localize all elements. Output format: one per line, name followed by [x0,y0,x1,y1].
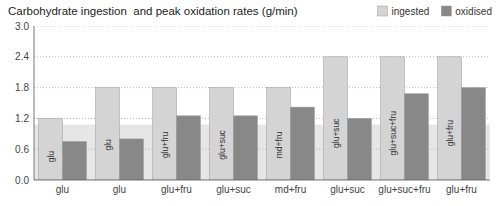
bar-labels: glu glu glu+fru glu+suc md+fru glu+suc glu+suc… [46,111,455,163]
x-axis-line [34,180,490,181]
y-tick-label: 2.4 [15,51,29,62]
legend-label: ingested [391,6,429,17]
x-tick-label: glu+suc+fru [378,184,430,195]
title: Carbohydrate ingestion and peak oxidatio… [8,5,298,17]
y-axis: 0.0 0.6 1.2 1.8 2.4 3.0 [15,21,29,186]
bar-label: glu+fru [445,120,455,146]
bar [120,139,144,180]
grid-line [34,26,490,27]
bar-label: glu [46,151,56,163]
chart: Carbohydrate ingestion and peak oxidatio… [0,0,500,206]
bar [267,88,291,180]
y-tick-label: 0.6 [15,144,29,155]
bar [96,88,120,180]
bar [234,116,258,180]
bar-label: glu+suc+fru [388,111,398,156]
plot-area [34,26,490,180]
y-tick-label: 3.0 [15,21,29,32]
grid-line [34,56,490,57]
legend-swatch [441,6,451,16]
series-0 [39,57,462,180]
bar-label: glu [103,139,113,151]
bar [381,57,405,180]
x-tick-label: glu+suc [330,184,365,195]
bar-label: glu+suc [217,129,227,159]
y-tick-label: 1.2 [15,113,29,124]
legend-swatch [377,6,387,16]
bar-label: glu+suc [331,118,341,148]
x-tick-label: glu+fru [446,184,477,195]
bar [63,142,87,181]
series-1 [63,88,486,180]
bar [210,88,234,180]
legend-label: oxidised [455,6,492,17]
bar [153,88,177,180]
y-tick-label: 0.0 [15,175,29,186]
legend: oxidised ingested [377,6,492,17]
y-axis-line [34,26,35,180]
bar-label: md+fru [274,131,284,158]
bar [39,118,63,180]
bar-label: glu+fru [160,132,170,158]
bar [438,57,462,180]
x-tick-label: glu+fru [161,184,192,195]
x-tick-label: glu+suc [216,184,251,195]
bar [462,88,486,180]
x-axis: glu glu glu+fru glu+suc md+fru glu+suc glu+suc… [56,184,477,195]
bar [348,118,372,180]
x-tick-label: glu [113,184,126,195]
bar [177,116,201,180]
bar [405,94,429,180]
bar [324,57,348,180]
bar [291,107,315,180]
x-tick-label: md+fru [275,184,306,195]
x-tick-label: glu [56,184,69,195]
y-tick-label: 1.8 [15,82,29,93]
